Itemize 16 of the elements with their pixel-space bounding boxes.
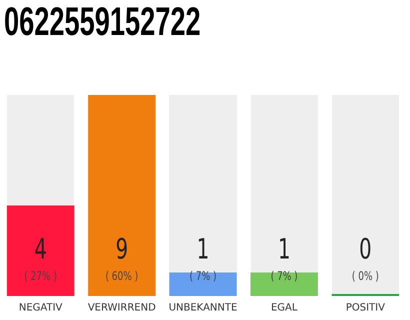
annotation: 9	[116, 232, 128, 266]
data-label: ( 7% )	[190, 270, 216, 284]
x-tick-label: POSITIV	[346, 302, 386, 314]
annotation: 0	[359, 232, 372, 266]
x-tick-label: VERWIRREND	[88, 302, 156, 314]
annotation: 1	[196, 232, 210, 266]
x-tick-label: EGAL	[270, 302, 298, 314]
x-tick-label: UNBEKANNTE	[168, 302, 238, 314]
data-label: ( 60% )	[105, 270, 138, 284]
data-label: ( 7% )	[270, 270, 298, 284]
chart-title: 0622559152722	[4, 0, 201, 44]
annotation: 1	[278, 232, 290, 266]
data-label: ( 0% )	[352, 270, 379, 284]
annotation: 4	[34, 232, 47, 266]
x-tick-label: NEGATIV	[18, 302, 63, 314]
data-label: ( 27% )	[24, 270, 57, 284]
